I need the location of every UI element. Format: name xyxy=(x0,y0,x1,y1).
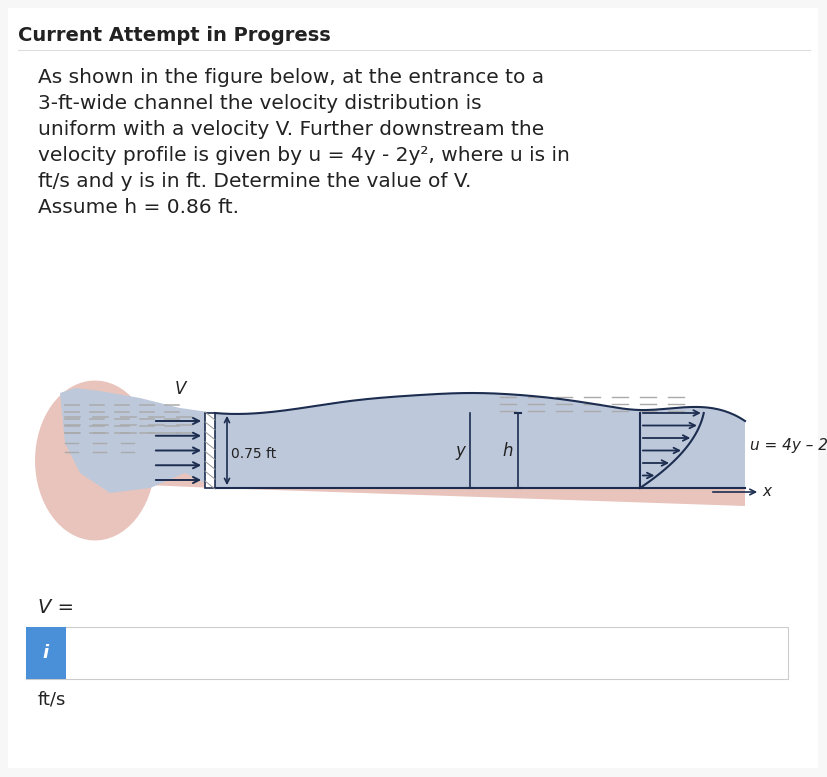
Text: uniform with a velocity V. Further downstream the: uniform with a velocity V. Further downs… xyxy=(38,120,543,139)
Text: 3-ft-wide channel the velocity distribution is: 3-ft-wide channel the velocity distribut… xyxy=(38,94,481,113)
Bar xyxy=(26,627,787,679)
Text: i: i xyxy=(43,644,49,662)
Polygon shape xyxy=(215,393,744,488)
Text: h: h xyxy=(502,441,513,459)
Polygon shape xyxy=(35,381,744,541)
Text: V =: V = xyxy=(38,598,74,617)
Text: u = 4y – 2y²: u = 4y – 2y² xyxy=(749,438,827,453)
Text: As shown in the figure below, at the entrance to a: As shown in the figure below, at the ent… xyxy=(38,68,543,87)
Text: Current Attempt in Progress: Current Attempt in Progress xyxy=(18,26,330,45)
Bar xyxy=(26,627,66,679)
Text: ft/s: ft/s xyxy=(38,691,66,709)
Text: y: y xyxy=(455,441,465,459)
Bar xyxy=(205,413,215,488)
Polygon shape xyxy=(60,388,215,493)
Text: V: V xyxy=(174,380,185,398)
Text: velocity profile is given by u = 4y - 2y², where u is in: velocity profile is given by u = 4y - 2y… xyxy=(38,146,569,165)
Text: ft/s and y is in ft. Determine the value of V.: ft/s and y is in ft. Determine the value… xyxy=(38,172,471,191)
Text: x: x xyxy=(761,485,770,500)
Text: 0.75 ft: 0.75 ft xyxy=(231,448,276,462)
Text: Assume h = 0.86 ft.: Assume h = 0.86 ft. xyxy=(38,198,239,217)
